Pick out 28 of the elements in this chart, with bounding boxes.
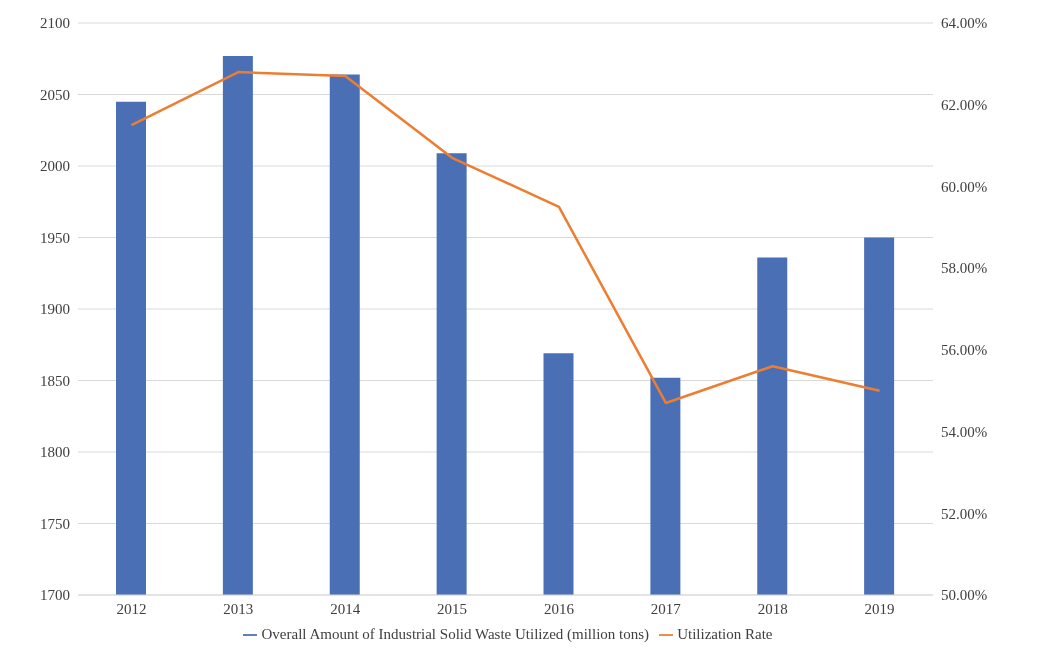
y-tick-label: 1750: [40, 515, 70, 532]
x-tick-label: 2015: [437, 600, 468, 617]
y-tick-label: 1800: [40, 444, 70, 461]
y2-tick-label: 58.00%: [941, 260, 988, 277]
y2-tick-label: 54.00%: [941, 423, 988, 440]
y-tick-label: 1900: [40, 301, 70, 318]
y2-tick-label: 52.00%: [941, 505, 988, 522]
x-tick-label: 2019: [864, 600, 895, 617]
x-tick-label: 2012: [116, 600, 147, 617]
y-tick-label: 1700: [40, 587, 70, 604]
x-tick-label: 2017: [650, 600, 682, 617]
y-tick-label: 1850: [40, 372, 70, 389]
y2-tick-label: 60.00%: [941, 178, 988, 195]
y-tick-label: 2100: [40, 15, 70, 32]
legend-label: Utilization Rate: [677, 626, 773, 642]
y2-tick-label: 64.00%: [941, 15, 988, 32]
x-tick-label: 2014: [330, 600, 361, 617]
y-tick-label: 1950: [40, 229, 70, 246]
y-tick-label: 2000: [40, 158, 70, 175]
line-series: [130, 70, 881, 405]
x-tick-label: 2013: [223, 600, 254, 617]
y2-tick-label: 50.00%: [941, 587, 988, 604]
y-tick-label: 2050: [40, 86, 70, 103]
y2-tick-label: 62.00%: [941, 97, 988, 114]
x-tick-label: 2018: [757, 600, 788, 617]
legend-label: Overall Amount of Industrial Solid Waste Utilized (million tons): [261, 626, 650, 642]
x-tick-label: 2016: [543, 600, 575, 617]
y2-tick-label: 56.00%: [941, 342, 988, 359]
